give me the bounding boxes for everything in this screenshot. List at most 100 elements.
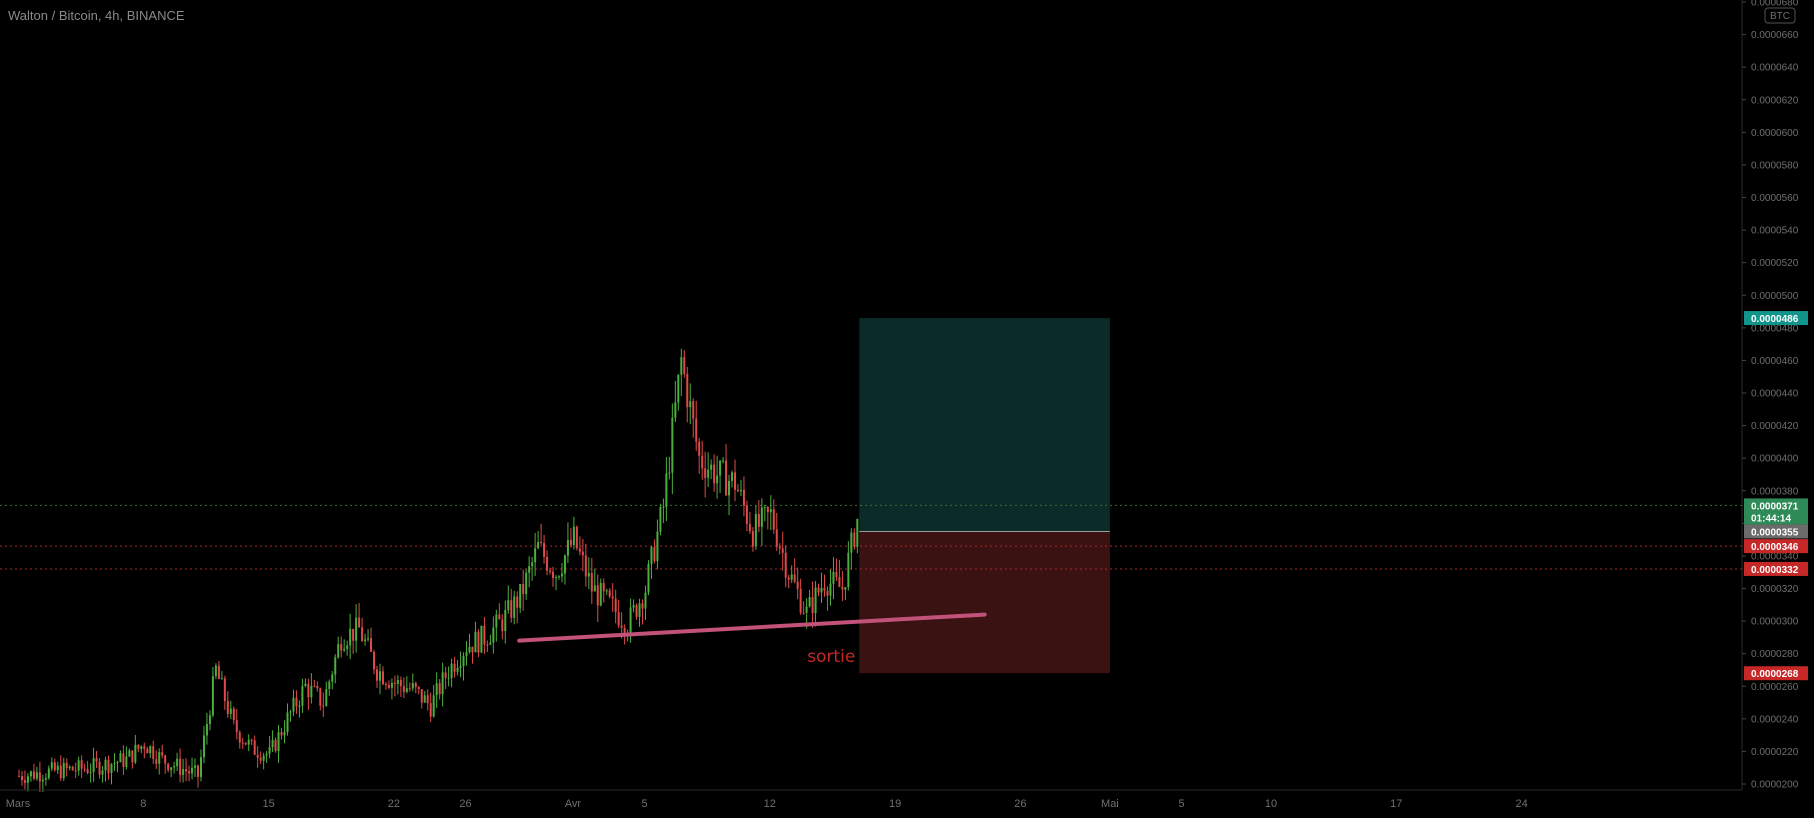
candle-body [549, 570, 552, 572]
profit-zone [859, 318, 1110, 532]
price-tick-label: 0.0000440 [1751, 389, 1799, 400]
trendline-group [517, 612, 987, 643]
candle-body [235, 720, 238, 733]
candle-body [173, 766, 176, 768]
candle-body [766, 507, 769, 513]
price-tick-label: 0.0000200 [1751, 780, 1799, 791]
candle-body [608, 590, 611, 597]
candle-body [441, 672, 444, 695]
candle-body [205, 724, 208, 736]
candle-body [483, 625, 486, 645]
candle-body [853, 532, 856, 547]
price-tick-label: 0.0000400 [1751, 454, 1799, 465]
candle-body [838, 576, 841, 587]
candle-body [143, 746, 146, 749]
candle-body [474, 631, 477, 653]
candle-body [188, 771, 191, 774]
candle-body [226, 700, 229, 714]
time-tick-label: 5 [1178, 798, 1184, 810]
candle-body [211, 676, 214, 716]
candle-body [856, 518, 859, 547]
candle-body [223, 678, 226, 701]
candle-body [731, 472, 734, 481]
candle-body [736, 489, 739, 492]
candle-body [208, 715, 211, 725]
candle-body [698, 441, 701, 456]
candle-body [214, 665, 217, 677]
price-badge [1744, 539, 1808, 554]
candle-body [229, 708, 232, 714]
candle-body [241, 742, 244, 744]
candle-body [540, 542, 543, 544]
candle-body [808, 597, 811, 607]
candle-body [465, 652, 468, 656]
candle-body [793, 574, 796, 582]
candle-body [68, 766, 71, 768]
price-badge-label: 0.0000486 [1751, 314, 1799, 325]
candle-body [384, 684, 387, 686]
candle-body [59, 765, 62, 779]
candle-body [74, 770, 77, 772]
candle-body [665, 473, 668, 507]
price-tick-label: 0.0000480 [1751, 323, 1799, 334]
price-tick-label: 0.0000600 [1751, 128, 1799, 139]
price-tick-label: 0.0000640 [1751, 63, 1799, 74]
candle-body [620, 625, 623, 628]
candle-body [695, 418, 698, 442]
candle-body [772, 509, 775, 530]
candle-body [417, 686, 420, 690]
candle-body [689, 401, 692, 408]
candle-body [653, 547, 656, 562]
candle-body [617, 612, 620, 626]
candle-body [596, 585, 599, 606]
candle-body [504, 610, 507, 632]
candle-body [238, 732, 241, 743]
price-tick-label: 0.0000340 [1751, 551, 1799, 562]
price-tick-label: 0.0000580 [1751, 160, 1799, 171]
time-tick-label: Mai [1101, 798, 1119, 810]
candle-body [370, 638, 373, 652]
candle-body [361, 627, 364, 641]
candle-body [316, 686, 319, 689]
candle-body [611, 596, 614, 599]
price-tick-label: 0.0000220 [1751, 747, 1799, 758]
candle-body [522, 583, 525, 594]
candle-body [220, 678, 223, 680]
candle-body [286, 712, 289, 733]
candle-body [635, 605, 638, 617]
candle-body [194, 765, 197, 768]
time-tick-label: 10 [1265, 798, 1277, 810]
candle-body [432, 695, 435, 717]
candle-body [641, 603, 644, 609]
candle-body [710, 464, 713, 470]
candle-body [438, 683, 441, 695]
candle-body [563, 555, 566, 574]
candle-body [537, 542, 540, 549]
candle-body [775, 529, 778, 547]
price-badge [1744, 311, 1808, 326]
candle-body [50, 762, 53, 769]
candle-body [453, 663, 456, 672]
candle-body [543, 543, 546, 557]
candle-body [137, 744, 140, 749]
position-zones [859, 318, 1110, 674]
candle-body [256, 754, 259, 758]
candle-body [268, 747, 271, 754]
candle-body [179, 758, 182, 775]
candle-body [202, 735, 205, 758]
price-badge [1744, 561, 1808, 576]
candle-body [844, 587, 847, 590]
loss-zone [859, 531, 1110, 674]
candle-body [847, 552, 850, 588]
candle-body [742, 489, 745, 506]
candle-body [414, 683, 417, 687]
candle-body [489, 642, 492, 645]
candle-body [722, 460, 725, 462]
candle-body [647, 563, 650, 593]
price-tick-label: 0.0000420 [1751, 421, 1799, 432]
candle-body [751, 531, 754, 547]
price-tick-label: 0.0000620 [1751, 95, 1799, 106]
candle-body [259, 757, 262, 761]
time-tick-label: 12 [764, 798, 776, 810]
